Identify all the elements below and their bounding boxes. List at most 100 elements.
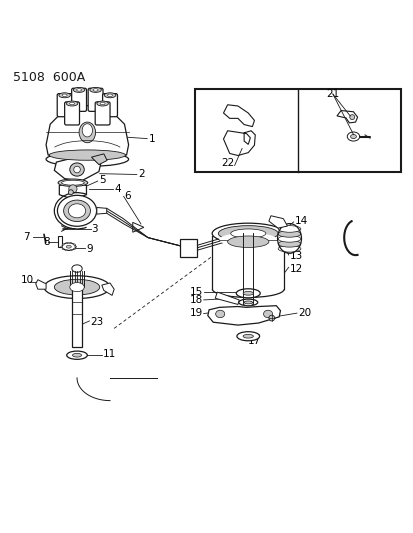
Ellipse shape xyxy=(74,166,80,173)
Bar xyxy=(72,289,82,347)
Polygon shape xyxy=(336,110,357,123)
Text: 4: 4 xyxy=(114,184,121,194)
Ellipse shape xyxy=(62,248,64,249)
Ellipse shape xyxy=(268,315,274,321)
FancyBboxPatch shape xyxy=(88,88,103,111)
Text: 6: 6 xyxy=(124,190,131,200)
Text: 3: 3 xyxy=(91,223,98,233)
Ellipse shape xyxy=(278,231,300,237)
Polygon shape xyxy=(268,216,287,228)
Ellipse shape xyxy=(57,195,96,227)
Text: 11: 11 xyxy=(103,350,116,359)
Ellipse shape xyxy=(347,132,359,141)
Ellipse shape xyxy=(68,204,85,218)
Ellipse shape xyxy=(69,185,77,193)
Ellipse shape xyxy=(75,246,77,247)
FancyBboxPatch shape xyxy=(95,102,110,125)
Ellipse shape xyxy=(242,292,253,295)
Ellipse shape xyxy=(49,150,125,160)
Ellipse shape xyxy=(278,236,300,242)
Text: 2: 2 xyxy=(138,169,145,180)
Text: 7: 7 xyxy=(23,232,30,242)
Polygon shape xyxy=(54,155,100,181)
Ellipse shape xyxy=(90,87,101,92)
Text: 19: 19 xyxy=(189,308,202,318)
Text: 8: 8 xyxy=(43,237,49,247)
Ellipse shape xyxy=(227,236,268,247)
Ellipse shape xyxy=(70,249,72,251)
Ellipse shape xyxy=(73,244,75,245)
Polygon shape xyxy=(223,105,254,127)
Ellipse shape xyxy=(64,200,90,222)
Ellipse shape xyxy=(278,246,300,252)
Text: 10: 10 xyxy=(21,274,33,285)
Ellipse shape xyxy=(46,152,128,166)
Polygon shape xyxy=(91,154,107,165)
FancyBboxPatch shape xyxy=(57,94,72,117)
Ellipse shape xyxy=(244,301,252,304)
FancyBboxPatch shape xyxy=(64,102,79,125)
Ellipse shape xyxy=(59,93,70,98)
Ellipse shape xyxy=(70,243,72,244)
Text: 20: 20 xyxy=(297,308,310,318)
Text: 9: 9 xyxy=(86,244,93,254)
Ellipse shape xyxy=(69,102,74,105)
Ellipse shape xyxy=(76,88,81,91)
Ellipse shape xyxy=(238,299,257,306)
Polygon shape xyxy=(215,292,239,304)
Polygon shape xyxy=(223,131,255,156)
Ellipse shape xyxy=(65,249,67,251)
Ellipse shape xyxy=(350,134,356,139)
Ellipse shape xyxy=(82,124,92,137)
Ellipse shape xyxy=(65,243,67,244)
Text: 23: 23 xyxy=(90,317,104,327)
Polygon shape xyxy=(46,106,128,155)
Ellipse shape xyxy=(278,225,300,232)
FancyBboxPatch shape xyxy=(71,88,86,111)
Ellipse shape xyxy=(66,351,87,359)
Ellipse shape xyxy=(93,88,98,91)
FancyBboxPatch shape xyxy=(102,94,117,117)
Ellipse shape xyxy=(62,243,76,251)
Ellipse shape xyxy=(107,94,112,96)
Text: 5: 5 xyxy=(99,175,105,185)
Ellipse shape xyxy=(58,179,88,187)
Ellipse shape xyxy=(349,115,354,119)
Ellipse shape xyxy=(66,101,78,106)
Ellipse shape xyxy=(79,122,95,143)
Ellipse shape xyxy=(62,244,64,245)
Ellipse shape xyxy=(73,87,85,92)
Ellipse shape xyxy=(230,229,265,238)
Ellipse shape xyxy=(263,310,272,318)
Ellipse shape xyxy=(66,245,71,248)
Ellipse shape xyxy=(211,223,284,244)
Ellipse shape xyxy=(278,240,300,247)
Ellipse shape xyxy=(44,276,110,298)
Ellipse shape xyxy=(104,93,116,98)
Text: 5108  600A: 5108 600A xyxy=(13,70,85,84)
Text: 21: 21 xyxy=(326,89,339,99)
FancyBboxPatch shape xyxy=(180,239,196,257)
Polygon shape xyxy=(97,207,107,214)
Ellipse shape xyxy=(236,289,260,298)
Text: 17: 17 xyxy=(247,336,260,346)
Bar xyxy=(194,89,400,172)
Polygon shape xyxy=(102,283,114,295)
Polygon shape xyxy=(207,306,280,325)
Ellipse shape xyxy=(73,248,75,249)
Ellipse shape xyxy=(62,180,84,185)
Ellipse shape xyxy=(70,163,84,176)
Text: 14: 14 xyxy=(294,216,307,226)
Text: 18: 18 xyxy=(189,295,202,305)
Ellipse shape xyxy=(62,94,67,96)
Ellipse shape xyxy=(215,310,224,318)
Ellipse shape xyxy=(243,302,253,306)
Ellipse shape xyxy=(236,332,259,341)
Text: 13: 13 xyxy=(289,251,302,261)
Ellipse shape xyxy=(70,282,84,292)
Ellipse shape xyxy=(242,334,253,338)
Ellipse shape xyxy=(219,233,276,247)
Ellipse shape xyxy=(54,279,100,295)
Text: 15: 15 xyxy=(189,287,202,297)
Text: 22: 22 xyxy=(221,158,234,168)
